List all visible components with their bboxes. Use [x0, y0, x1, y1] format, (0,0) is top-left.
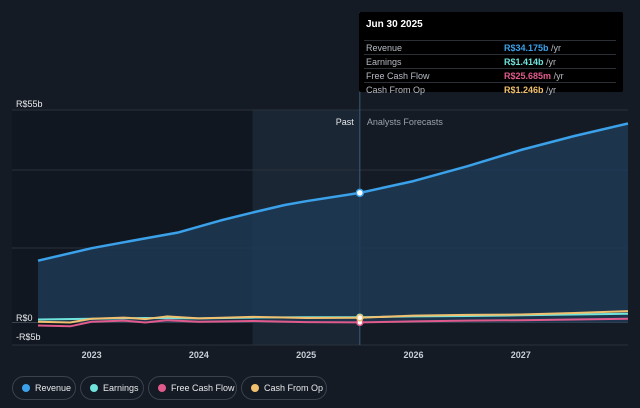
- legend-label-earnings: Earnings: [103, 383, 139, 393]
- tooltip-value-earnings: R$1.414b /yr: [504, 57, 557, 67]
- x-tick-label-2027: 2027: [511, 350, 531, 360]
- revenue-area: [38, 123, 628, 323]
- legend-label-revenue: Revenue: [35, 383, 72, 393]
- tooltip-label-earnings: Earnings: [366, 57, 402, 67]
- revenue-line: [37, 122, 629, 262]
- legend-cash-from-op[interactable]: Cash From Op: [241, 376, 327, 400]
- cash-from-op-marker: [356, 314, 364, 322]
- x-tick-label-2023: 2023: [82, 350, 102, 360]
- x-tick-label-2025: 2025: [296, 350, 316, 360]
- y-tick-label-1: R$0: [16, 313, 33, 323]
- tooltip-row-revenue: Revenue R$34.175b /yr: [364, 40, 616, 55]
- cash-from-op-line: [37, 310, 629, 324]
- legend-revenue[interactable]: Revenue: [12, 376, 76, 400]
- legend-free-cash-flow[interactable]: Free Cash Flow: [148, 376, 237, 400]
- tooltip-date: Jun 30 2025: [366, 19, 423, 30]
- legend-dot-earnings: [90, 384, 98, 392]
- tooltip-value-revenue: R$34.175b /yr: [504, 43, 562, 53]
- forecast-label: Analysts Forecasts: [367, 117, 444, 127]
- tooltip-label-cfo: Cash From Op: [366, 85, 426, 95]
- legend-dot-cash-from-op: [251, 384, 259, 392]
- legend-label-cash-from-op: Cash From Op: [264, 383, 324, 393]
- y-tick-label-0: R$55b: [16, 99, 43, 109]
- tooltip-row-cfo: Cash From Op R$1.246b /yr: [364, 82, 616, 95]
- legend-dot-revenue: [22, 384, 30, 392]
- tooltip: Jun 30 2025 Revenue R$34.175b /yr Earnin…: [359, 12, 623, 95]
- x-tick-label-2026: 2026: [403, 350, 423, 360]
- legend-earnings[interactable]: Earnings: [80, 376, 144, 400]
- x-tick-label-2024: 2024: [189, 350, 209, 360]
- tooltip-label-fcf: Free Cash Flow: [366, 71, 430, 81]
- free-cash-flow-line: [37, 317, 629, 328]
- revenue-marker: [355, 188, 365, 198]
- y-tick-label-2: -R$5b: [16, 332, 41, 342]
- past-label: Past: [336, 117, 355, 127]
- tooltip-value-cfo: R$1.246b /yr: [504, 85, 557, 95]
- legend-dot-free-cash-flow: [158, 384, 166, 392]
- tooltip-value-fcf: R$25.685m /yr: [504, 71, 564, 81]
- tooltip-label-revenue: Revenue: [366, 43, 403, 53]
- tooltip-row-fcf: Free Cash Flow R$25.685m /yr: [364, 68, 616, 83]
- tooltip-row-earnings: Earnings R$1.414b /yr: [364, 54, 616, 69]
- legend-label-free-cash-flow: Free Cash Flow: [171, 383, 235, 393]
